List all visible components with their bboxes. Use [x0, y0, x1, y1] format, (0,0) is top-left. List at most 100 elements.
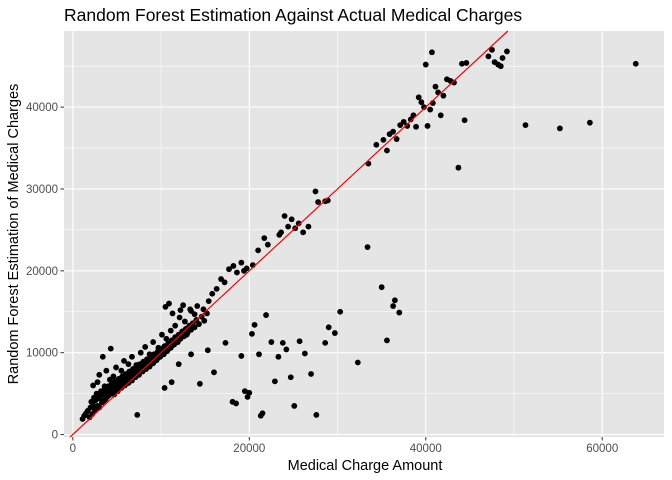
data-point: [99, 353, 106, 360]
data-point: [181, 318, 188, 325]
data-point: [283, 346, 290, 353]
data-point: [337, 308, 344, 315]
x-tick-label: 0: [70, 443, 76, 455]
data-point: [167, 327, 174, 334]
data-point: [137, 349, 144, 356]
data-point: [296, 338, 303, 345]
minor-gridlines: [64, 31, 664, 437]
major-gridlines: [64, 31, 664, 437]
data-point: [275, 353, 282, 360]
data-point: [485, 53, 492, 60]
data-point: [276, 231, 283, 238]
data-point: [308, 371, 314, 377]
data-point: [191, 324, 198, 331]
data-point: [384, 337, 390, 344]
data-point: [461, 117, 468, 124]
data-point: [251, 321, 258, 328]
data-point: [222, 339, 229, 346]
data-point: [463, 60, 470, 66]
data-point: [196, 321, 202, 327]
data-point: [393, 136, 400, 142]
data-point: [159, 331, 165, 338]
data-point: [504, 48, 510, 55]
data-point: [249, 330, 255, 337]
data-point: [233, 400, 239, 407]
data-point: [175, 361, 182, 368]
data-point: [255, 247, 262, 254]
y-tick-label: 40000: [26, 102, 58, 114]
data-point: [489, 46, 495, 53]
data-point: [96, 371, 103, 378]
data-point: [315, 199, 322, 205]
data-point: [246, 389, 253, 396]
data-point: [455, 164, 462, 171]
data-point: [198, 313, 205, 320]
y-axis-ticks: 0 10000 20000 30000 40000: [26, 102, 64, 442]
data-point: [268, 339, 275, 345]
data-point: [238, 259, 245, 266]
y-tick-label: 10000: [26, 348, 58, 360]
data-point: [101, 383, 108, 390]
data-point: [201, 317, 208, 324]
data-point: [118, 367, 125, 374]
data-point: [259, 410, 266, 417]
data-point: [194, 303, 201, 309]
data-point: [312, 188, 319, 195]
data-point: [378, 284, 385, 291]
data-point: [176, 314, 183, 321]
data-point: [188, 308, 194, 314]
data-point: [110, 373, 117, 380]
data-point: [263, 312, 269, 318]
data-point: [354, 359, 361, 366]
data-point: [169, 310, 176, 317]
data-point: [90, 402, 97, 408]
y-tick-label: 20000: [26, 266, 58, 278]
data-point: [424, 123, 431, 129]
x-tick-label: 60000: [586, 443, 618, 455]
data-point: [301, 350, 308, 357]
data-points: [79, 46, 639, 422]
data-point: [459, 60, 465, 67]
data-point: [113, 364, 119, 371]
data-point: [415, 94, 422, 101]
x-tick-label: 40000: [410, 443, 442, 455]
data-point: [418, 99, 425, 106]
data-point: [279, 339, 286, 346]
data-point: [177, 307, 184, 314]
data-point: [172, 322, 179, 329]
data-point: [129, 353, 135, 360]
data-point: [432, 83, 439, 90]
data-point: [188, 351, 194, 358]
data-point: [226, 266, 232, 273]
x-axis-title: Medical Charge Amount: [288, 458, 443, 474]
data-point: [287, 374, 294, 381]
data-point: [437, 112, 444, 119]
data-point: [364, 244, 371, 251]
chart-title: Random Forest Estimation Against Actual …: [64, 5, 522, 25]
reference-line-y-equals-x: [69, 30, 509, 438]
data-point: [556, 125, 563, 132]
data-point: [183, 331, 190, 338]
data-point: [146, 351, 153, 358]
data-point: [325, 324, 332, 331]
data-point: [256, 351, 262, 358]
data-point: [180, 302, 187, 309]
data-point: [396, 309, 403, 316]
data-point: [150, 339, 157, 345]
data-point: [94, 379, 101, 386]
data-point: [264, 241, 271, 248]
data-point: [429, 49, 435, 56]
data-point: [586, 119, 593, 126]
data-point: [271, 378, 278, 385]
data-point: [163, 335, 170, 342]
data-point: [497, 63, 504, 70]
data-point: [133, 362, 140, 368]
data-point: [281, 213, 288, 219]
data-point: [121, 357, 127, 364]
data-point: [211, 369, 217, 376]
data-point: [322, 339, 329, 346]
data-point: [204, 347, 211, 354]
data-point: [125, 361, 132, 368]
data-point: [313, 412, 320, 418]
data-point: [413, 123, 419, 130]
